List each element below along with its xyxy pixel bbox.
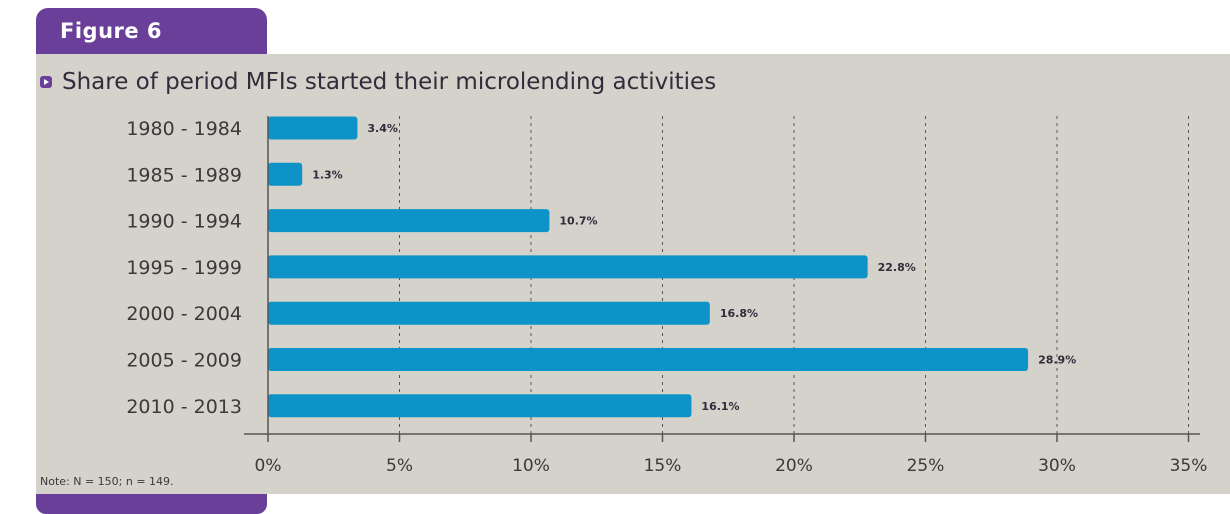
figure-tab: Figure 6 xyxy=(36,8,267,54)
tick-labels: 0% 5% 10% 15% 20% 25% 30% 35% xyxy=(255,456,1208,476)
x-tick-label: 30% xyxy=(1038,456,1076,476)
category-label: 2010 - 2013 xyxy=(126,396,242,418)
bar xyxy=(268,394,692,418)
data-label: 3.4% xyxy=(367,122,398,135)
x-tick-label: 15% xyxy=(644,456,682,476)
bar xyxy=(268,301,710,325)
category-label: 1985 - 1989 xyxy=(126,164,242,186)
data-labels: 3.4% 1.3% 10.7% 22.8% 16.8% 28.9% 16.1% xyxy=(312,122,1076,413)
category-label: 2005 - 2009 xyxy=(126,350,242,372)
category-label: 1990 - 1994 xyxy=(126,211,242,233)
figure-label: Figure 6 xyxy=(60,19,163,43)
chart-note: Note: N = 150; n = 149. xyxy=(40,475,174,488)
data-label: 22.8% xyxy=(878,261,916,274)
bars xyxy=(268,116,1029,418)
x-tick-label: 10% xyxy=(512,456,550,476)
bar xyxy=(268,255,868,279)
bar xyxy=(268,209,550,233)
bar xyxy=(268,116,358,140)
x-tick-label: 25% xyxy=(907,456,945,476)
axes xyxy=(244,116,1200,442)
x-tick-label: 5% xyxy=(386,456,413,476)
category-label: 1980 - 1984 xyxy=(126,118,242,140)
bar xyxy=(268,348,1029,371)
category-label: 1995 - 1999 xyxy=(126,257,242,279)
bar xyxy=(268,162,303,186)
data-label: 10.7% xyxy=(559,215,597,228)
arrow-right-square-icon xyxy=(40,76,52,88)
chart-title-text: Share of period MFIs started their micro… xyxy=(62,69,717,95)
category-label: 2000 - 2004 xyxy=(126,303,242,325)
data-label: 16.8% xyxy=(720,307,758,320)
category-labels: 1980 - 1984 1985 - 1989 1990 - 1994 1995 - … xyxy=(126,118,242,418)
data-label: 16.1% xyxy=(701,400,739,413)
figure-bottom-tab xyxy=(36,494,267,514)
x-tick-label: 35% xyxy=(1170,456,1208,476)
data-label: 1.3% xyxy=(312,168,343,181)
x-tick-label: 20% xyxy=(775,456,813,476)
x-tick-label: 0% xyxy=(255,456,282,476)
chart-title: Share of period MFIs started their micro… xyxy=(40,69,716,95)
data-label: 28.9% xyxy=(1038,354,1076,367)
